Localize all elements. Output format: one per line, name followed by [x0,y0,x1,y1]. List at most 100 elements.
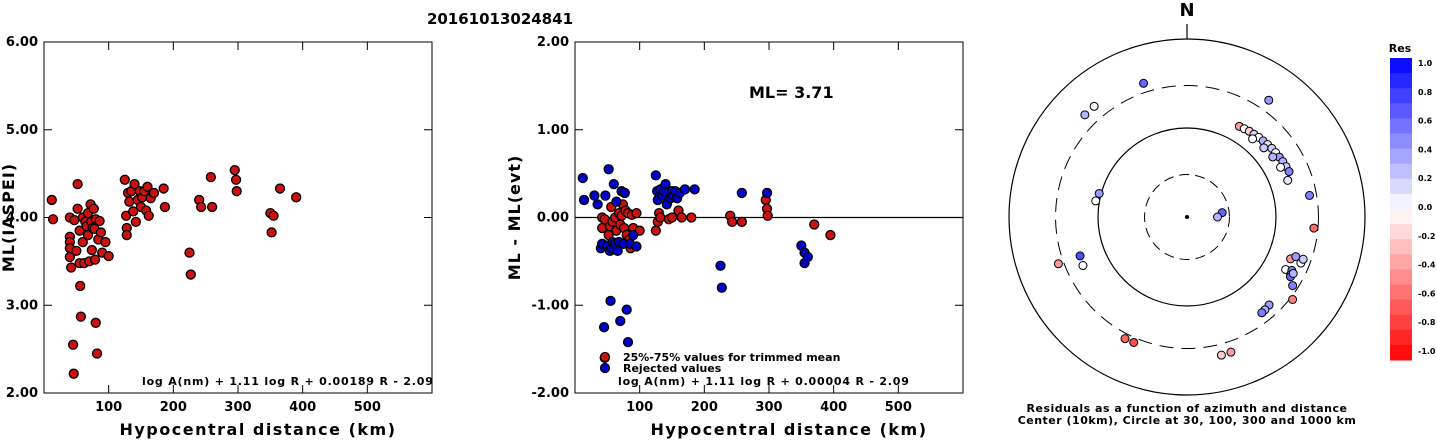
x-tick-label: 400 [289,400,316,415]
data-point [206,201,218,213]
data-point [75,311,87,322]
y-tick-label: -2.00 [532,386,569,401]
station-marker [1309,223,1319,233]
data-point [75,280,86,292]
data-point [88,203,99,214]
y-tick-label: 3.00 [6,298,38,313]
colorbar-segment [1390,133,1412,150]
data-point [274,183,286,194]
data-point [600,190,611,201]
y-tick-label: 0.00 [537,211,569,226]
station-marker [1139,78,1149,88]
station-marker [1248,134,1258,144]
data-point [95,227,107,238]
data-point [726,216,738,228]
ml-iaspei-panel: 100 200 300 400 500 2.00 3.00 4.00 5.00 6.00 Hypoc… [0,35,433,439]
colorbar-segment [1390,58,1412,74]
figure-title: 20161013024841 [427,10,573,28]
data-point [72,179,83,190]
x-tick-label: 300 [224,400,251,415]
x-tick-label: 400 [820,400,847,415]
azimuth-map-panel: N Residuals as a function of azimuth and … [1008,0,1366,427]
station-marker [1276,162,1286,172]
data-point [124,196,135,207]
data-point [686,212,697,223]
data-point [69,214,80,226]
data-point [650,225,661,236]
y-tick-label: 1.00 [537,123,569,138]
colorbar-tick-label: -1.0 [1418,347,1436,356]
north-label: N [1179,0,1194,21]
station-marker [1259,143,1269,153]
data-point [142,181,153,192]
data-point [689,184,700,195]
colorbar-tick-label: 1.0 [1418,59,1433,68]
data-point [631,241,642,252]
data-point [619,187,630,199]
colorbar-segment [1390,239,1412,255]
data-point [736,187,747,199]
data-point [589,190,600,201]
data-point [148,187,160,199]
data-point [64,251,76,263]
colorbar-segment [1390,209,1412,225]
range-circle-300km [1055,85,1319,349]
station-marker [1216,350,1226,360]
data-point [628,229,639,241]
data-point [72,203,83,214]
data-point [231,186,242,197]
x-tick-label: 200 [160,400,187,415]
data-point [229,164,240,176]
data-point [89,254,101,265]
data-point [615,315,626,327]
legend-label: Rejected values [623,362,722,375]
data-point [47,214,59,225]
data-point [66,262,77,273]
data-point [577,172,588,184]
data-point [655,212,666,223]
station-marker [1283,175,1293,185]
x-axis-label: Hypocentral distance (km) [650,420,927,439]
colorbar-segment [1390,314,1412,331]
x-tick-label: 200 [691,400,718,415]
legend-marker [599,362,611,374]
y-tick-label: 6.00 [6,35,38,50]
data-point [621,304,632,315]
range-circle-100km [1097,127,1277,307]
data-point [716,282,727,293]
x-tick-label: 100 [626,400,653,415]
range-circle-30km [1144,174,1230,260]
data-point [266,227,277,238]
ml-event-label: ML= 3.71 [749,83,834,102]
colorbar-segment [1390,299,1412,316]
map-caption-line1: Residuals as a function of azimuth and d… [1027,402,1348,415]
data-point [90,317,101,328]
colorbar-tick-label: 0.8 [1418,88,1433,97]
colorbar-segment [1390,103,1412,119]
data-point [605,295,616,307]
station-marker [1089,101,1099,111]
data-point [802,251,813,263]
station-marker [1288,281,1298,291]
station-marker [1264,95,1274,105]
data-point [91,348,103,359]
x-tick-label: 500 [354,400,381,415]
colorbar-segment [1390,284,1412,301]
data-point [598,322,610,333]
data-point [578,194,590,206]
data-point [195,201,207,213]
station-marker [1129,337,1139,347]
station-marker [1305,190,1315,200]
colorbar-segment [1390,224,1412,240]
residual-colorbar: Res 1.0 0.8 0.6 0.4 0.2 0.0 -0.2 -0.4 -0.6 -0.8 -1.… [1389,42,1436,361]
data-point [46,194,57,206]
data-point [67,339,79,350]
x-tick-label: 500 [885,400,912,415]
station-marker [1257,308,1267,318]
data-point [622,336,634,348]
data-point [143,210,154,221]
colorbar-tick-label: -0.8 [1418,318,1436,327]
station-marker [1268,152,1278,162]
station-marker [1288,268,1298,278]
